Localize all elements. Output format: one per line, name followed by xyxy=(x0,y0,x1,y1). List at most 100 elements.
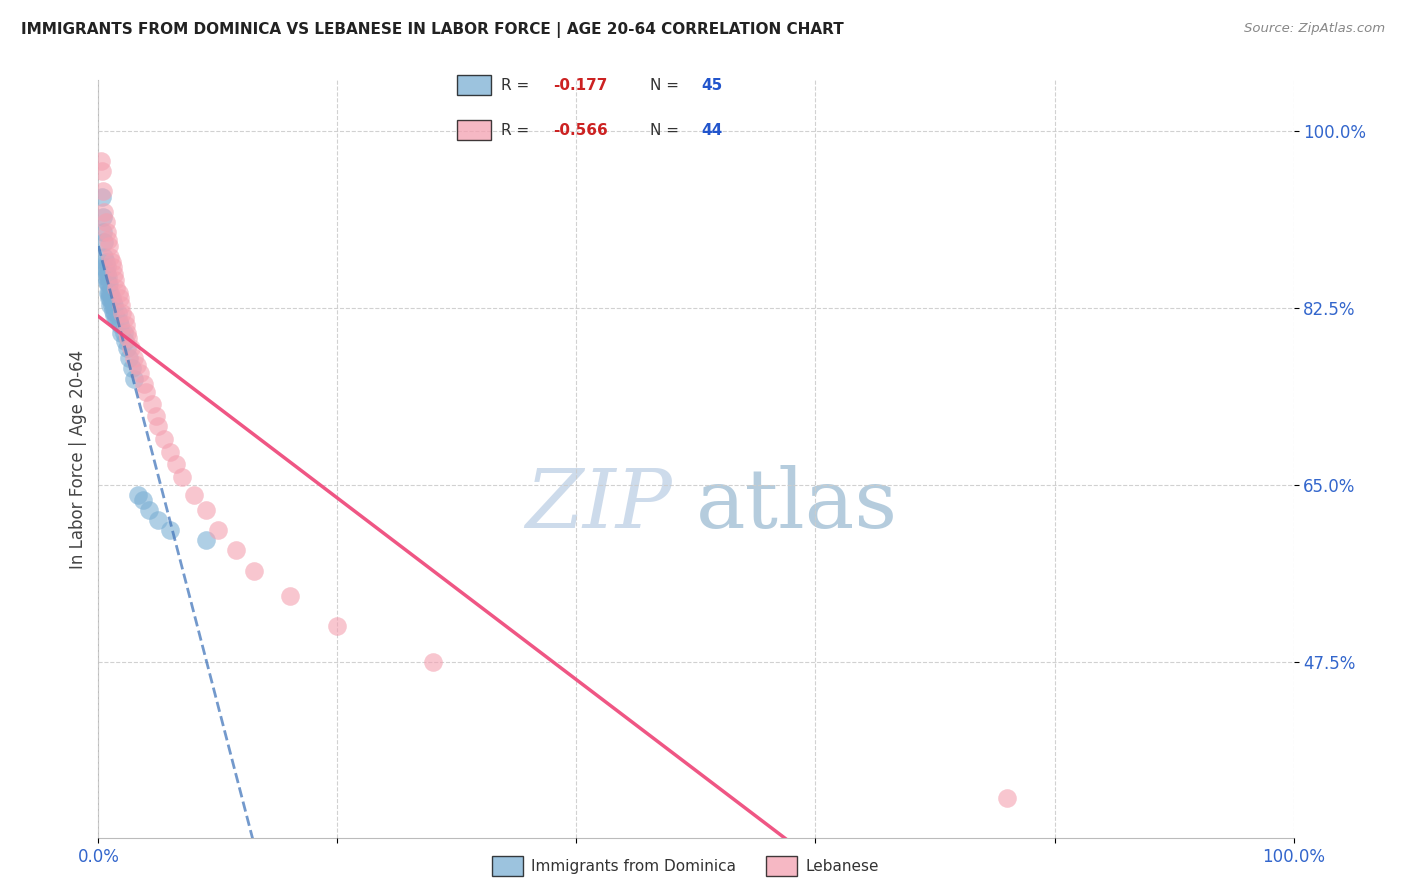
Text: 45: 45 xyxy=(702,78,723,93)
Point xyxy=(995,791,1018,805)
Point xyxy=(115,318,138,332)
Point xyxy=(96,260,118,275)
Point xyxy=(97,277,120,292)
Text: ZIP: ZIP xyxy=(526,465,672,545)
Point xyxy=(97,285,120,300)
Point xyxy=(100,298,122,312)
Point xyxy=(125,359,148,373)
Point xyxy=(98,291,121,305)
Point xyxy=(98,291,122,305)
Point xyxy=(107,285,129,300)
Point xyxy=(105,310,128,325)
Point xyxy=(91,225,114,239)
Point xyxy=(93,250,115,264)
Point xyxy=(159,523,181,537)
Point xyxy=(100,255,122,269)
Point xyxy=(96,268,118,282)
Point xyxy=(183,488,205,502)
Point xyxy=(278,589,301,603)
Point xyxy=(118,351,141,366)
Point xyxy=(135,384,157,399)
Point xyxy=(103,298,125,312)
Point xyxy=(141,397,163,411)
Point xyxy=(117,331,139,345)
Point xyxy=(120,341,142,355)
Point xyxy=(326,619,349,633)
Point xyxy=(172,469,194,483)
Point xyxy=(98,250,122,264)
Point xyxy=(225,543,247,558)
Point xyxy=(93,235,115,249)
Text: atlas: atlas xyxy=(696,465,898,545)
Point xyxy=(104,273,127,287)
Point xyxy=(97,233,120,247)
Point xyxy=(98,298,122,312)
Point xyxy=(132,376,155,391)
Point xyxy=(159,445,181,459)
Point xyxy=(110,326,132,340)
Point xyxy=(148,419,170,434)
Text: R =: R = xyxy=(502,122,534,137)
Text: Source: ZipAtlas.com: Source: ZipAtlas.com xyxy=(1244,22,1385,36)
Point xyxy=(104,306,127,320)
Text: N =: N = xyxy=(650,78,683,93)
Y-axis label: In Labor Force | Age 20-64: In Labor Force | Age 20-64 xyxy=(69,350,87,569)
Point xyxy=(115,341,138,355)
Text: -0.566: -0.566 xyxy=(553,122,607,137)
Point xyxy=(124,351,146,366)
Point xyxy=(91,210,114,224)
Point xyxy=(103,308,125,322)
Point xyxy=(107,306,129,320)
Point xyxy=(108,291,131,305)
Point xyxy=(105,280,128,294)
Text: N =: N = xyxy=(650,122,683,137)
Point xyxy=(108,318,131,332)
Point xyxy=(101,260,124,275)
Point xyxy=(131,492,153,507)
Point xyxy=(93,204,115,219)
Point xyxy=(91,164,114,178)
Point xyxy=(112,326,135,340)
Point xyxy=(121,361,143,376)
Point xyxy=(195,533,218,548)
Point xyxy=(127,488,149,502)
Point xyxy=(100,291,122,305)
Point xyxy=(148,513,170,527)
Point xyxy=(138,503,160,517)
FancyBboxPatch shape xyxy=(457,75,491,95)
Point xyxy=(422,655,444,669)
Point xyxy=(98,277,121,292)
Point xyxy=(207,523,229,537)
Point xyxy=(94,263,117,277)
Point xyxy=(145,409,167,423)
Text: Lebanese: Lebanese xyxy=(806,859,879,873)
Point xyxy=(114,334,136,348)
Point xyxy=(165,458,187,472)
Point xyxy=(94,270,117,285)
Point xyxy=(91,189,114,203)
Point xyxy=(97,270,120,285)
Point xyxy=(90,154,112,169)
Point xyxy=(94,255,117,269)
Point xyxy=(129,367,152,381)
Point xyxy=(124,371,146,385)
Point xyxy=(101,295,124,310)
Text: Immigrants from Dominica: Immigrants from Dominica xyxy=(531,859,737,873)
Point xyxy=(110,298,132,312)
Point xyxy=(91,185,114,199)
Point xyxy=(111,306,134,320)
Text: 44: 44 xyxy=(702,122,723,137)
FancyBboxPatch shape xyxy=(457,120,491,140)
Point xyxy=(98,285,122,300)
Point xyxy=(153,432,176,446)
Point xyxy=(98,239,121,253)
Text: -0.177: -0.177 xyxy=(553,78,607,93)
Point xyxy=(96,225,118,239)
Point xyxy=(107,314,129,328)
Point xyxy=(101,303,124,318)
Point xyxy=(103,268,125,282)
Point xyxy=(195,503,218,517)
Point xyxy=(96,276,118,290)
Text: IMMIGRANTS FROM DOMINICA VS LEBANESE IN LABOR FORCE | AGE 20-64 CORRELATION CHAR: IMMIGRANTS FROM DOMINICA VS LEBANESE IN … xyxy=(21,22,844,38)
Point xyxy=(93,260,115,275)
